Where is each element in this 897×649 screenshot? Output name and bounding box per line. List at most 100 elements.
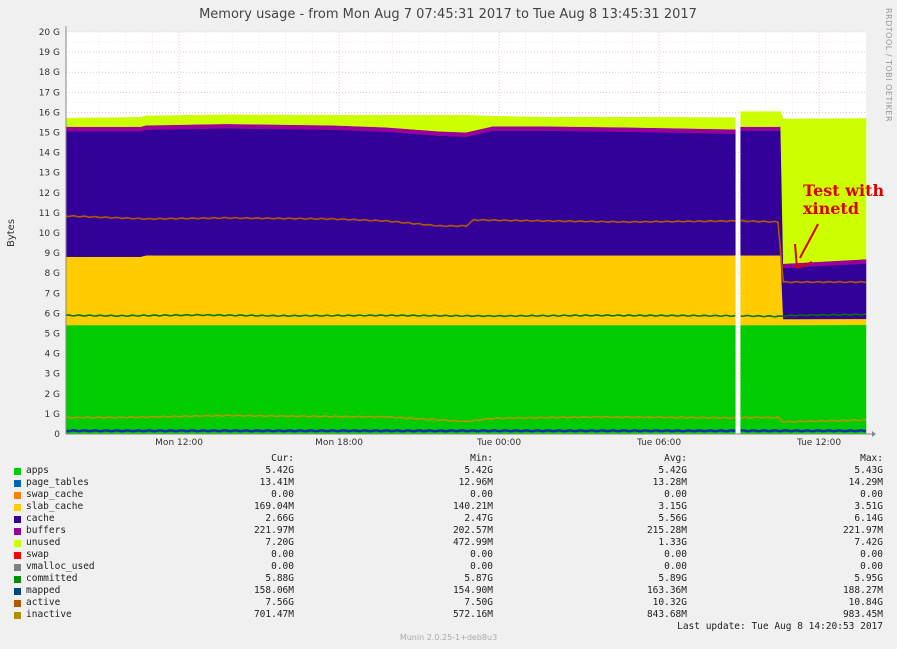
legend-name: active (26, 597, 61, 608)
line-committed-segment-1 (65, 313, 736, 318)
legend-swatch (14, 492, 21, 499)
legend-name: slab_cache (26, 501, 84, 512)
axes: 0 1 G 2 G 3 G 4 G 5 G 6 G 7 G 8 G 9 G 10 G 11 G 12 G… (39, 26, 876, 448)
legend-avg: 215.28M (646, 525, 687, 536)
area-free-segment-1 (65, 114, 736, 133)
legend-min: 7.50G (464, 597, 493, 608)
legend-min: 5.42G (464, 465, 493, 476)
legend-name: apps (26, 465, 49, 476)
legend-min: 0.00 (470, 489, 493, 500)
y-tick-label: 0 (54, 430, 60, 440)
legend-name: unused (26, 537, 61, 548)
legend-header-cur: Cur: (271, 453, 294, 464)
legend-max: 221.97M (842, 525, 883, 536)
x-tick-label: Tue 00:00 (476, 438, 521, 448)
legend-swatch (14, 612, 21, 619)
legend-cur: 5.88G (265, 573, 294, 584)
legend-row-committed: committed 5.88G 5.87G 5.89G 5.95G (0, 573, 897, 585)
legend-avg: 5.89G (658, 573, 687, 584)
y-tick-label: 11 G (39, 209, 60, 219)
legend-avg: 10.32G (652, 597, 687, 608)
x-axis-arrow (872, 431, 876, 437)
legend-min: 2.47G (464, 513, 493, 524)
legend-max: 188.27M (842, 585, 883, 596)
y-tick-label: 1 G (44, 410, 60, 420)
legend-min: 140.21M (452, 501, 493, 512)
footer-version: Munin 2.0.25-1+deb8u3 (399, 633, 498, 642)
legend-rows: apps 5.42G 5.42G 5.42G 5.43G page_tables 13.41… (0, 465, 897, 621)
legend-min: 572.16M (452, 609, 493, 620)
legend-row-inactive: inactive 701.47M 572.16M 843.68M 983.45M (0, 609, 897, 621)
y-tick-label: 17 G (39, 88, 60, 98)
legend-row-slab_cache: slab_cache 169.04M 140.21M 3.15G 3.51G (0, 501, 897, 513)
y-tick-label: 3 G (44, 370, 60, 380)
y-tick-label: 15 G (39, 129, 60, 139)
y-tick-label: 13 G (39, 169, 60, 179)
legend-max: 0.00 (860, 561, 883, 572)
legend-swatch (14, 564, 21, 571)
y-tick-label: 14 G (39, 149, 60, 159)
legend-name: swap_cache (26, 489, 84, 500)
legend-name: committed (26, 573, 78, 584)
legend-swatch (14, 480, 21, 487)
legend-max: 6.14G (854, 513, 883, 524)
y-tick-label: 9 G (44, 249, 60, 259)
chart-title: Memory usage - from Mon Aug 7 07:45:31 2… (199, 7, 697, 22)
legend-row-swap_cache: swap_cache 0.00 0.00 0.00 0.00 (0, 489, 897, 501)
area-cache-segment-1 (65, 128, 736, 257)
legend-avg: 0.00 (664, 549, 687, 560)
x-tick-label: Tue 12:00 (796, 438, 841, 448)
y-tick-label: 16 G (39, 108, 60, 118)
series-lines (65, 214, 867, 433)
legend-name: inactive (26, 609, 72, 620)
test-annotation: Test with xinetd (794, 181, 884, 269)
legend-cur: 0.00 (271, 561, 294, 572)
legend-max: 5.43G (854, 465, 883, 476)
memory-chart: Memory usage - from Mon Aug 7 07:45:31 2… (6, 7, 893, 448)
legend-max: 0.00 (860, 549, 883, 560)
legend-swatch (14, 552, 21, 559)
legend-min: 154.90M (452, 585, 493, 596)
legend-name: vmalloc_used (26, 561, 95, 572)
y-tick-label: 6 G (44, 309, 60, 319)
legend: Cur: Min: Avg: Max: apps 5.42G 5.42G 5.42G 5… (0, 453, 897, 621)
legend-max: 0.00 (860, 489, 883, 500)
y-tick-label: 7 G (44, 289, 60, 299)
legend-cur: 5.42G (265, 465, 294, 476)
annotation-line-1: Test with (803, 181, 884, 200)
legend-cur: 7.56G (265, 597, 294, 608)
legend-header-avg: Avg: (664, 453, 687, 464)
legend-avg: 163.36M (646, 585, 687, 596)
y-tick-label: 10 G (39, 229, 60, 239)
legend-min: 0.00 (470, 549, 493, 560)
legend-cur: 221.97M (253, 525, 294, 536)
legend-cur: 0.00 (271, 549, 294, 560)
legend-swatch (14, 468, 21, 475)
legend-cur: 0.00 (271, 489, 294, 500)
legend-max: 983.45M (842, 609, 883, 620)
y-tick-label: 18 G (39, 68, 60, 78)
legend-name: swap (26, 549, 49, 560)
legend-min: 202.57M (452, 525, 493, 536)
x-tick-label: Mon 12:00 (155, 438, 203, 448)
area-free-segment-2 (740, 111, 867, 264)
legend-header: Cur: Min: Avg: Max: (0, 453, 897, 465)
legend-cur: 7.20G (265, 537, 294, 548)
legend-min: 472.99M (452, 537, 493, 548)
legend-max: 5.95G (854, 573, 883, 584)
legend-max: 3.51G (854, 501, 883, 512)
line-inactive-segment-1 (65, 414, 736, 423)
y-tick-label: 2 G (44, 390, 60, 400)
x-tick-label: Mon 18:00 (315, 438, 363, 448)
legend-swatch (14, 540, 21, 547)
line-mapped-segment-2 (740, 429, 867, 433)
x-tick-label: Tue 06:00 (636, 438, 681, 448)
stacked-areas (65, 111, 867, 435)
legend-row-apps: apps 5.42G 5.42G 5.42G 5.43G (0, 465, 897, 477)
legend-row-vmalloc_used: vmalloc_used 0.00 0.00 0.00 0.00 (0, 561, 897, 573)
y-tick-label: 12 G (39, 189, 60, 199)
annotation-line-2: xinetd (803, 199, 859, 218)
line-committed-segment-2 (740, 313, 867, 318)
legend-swatch (14, 576, 21, 583)
legend-avg: 13.28M (652, 477, 687, 488)
